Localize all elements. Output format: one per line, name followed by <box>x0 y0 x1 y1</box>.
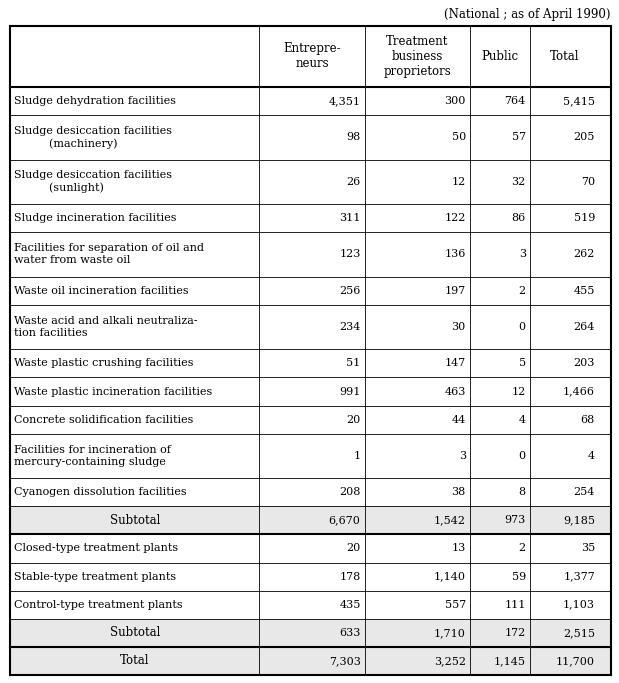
Text: 12: 12 <box>512 387 526 397</box>
Text: 51: 51 <box>347 359 361 368</box>
Text: Cyanogen dissolution facilities: Cyanogen dissolution facilities <box>14 487 186 497</box>
Text: Sludge desiccation facilities
          (sunlight): Sludge desiccation facilities (sunlight) <box>14 171 172 193</box>
Text: Control-type treatment plants: Control-type treatment plants <box>14 600 183 610</box>
Text: Sludge dehydration facilities: Sludge dehydration facilities <box>14 96 176 106</box>
Text: 32: 32 <box>512 177 526 187</box>
Text: 30: 30 <box>451 322 465 332</box>
Text: Facilities for incineration of
mercury-containing sludge: Facilities for incineration of mercury-c… <box>14 445 171 467</box>
Text: 0: 0 <box>519 322 526 332</box>
Text: 254: 254 <box>574 487 595 497</box>
Text: 519: 519 <box>574 213 595 223</box>
Text: 7,303: 7,303 <box>329 656 361 666</box>
Text: 435: 435 <box>339 600 361 610</box>
Text: 300: 300 <box>444 96 465 106</box>
Text: 57: 57 <box>512 133 526 142</box>
Text: 136: 136 <box>444 249 465 260</box>
Text: 11,700: 11,700 <box>556 656 595 666</box>
Text: Treatment
business
proprietors: Treatment business proprietors <box>383 35 451 78</box>
Text: 264: 264 <box>574 322 595 332</box>
Text: Total: Total <box>120 654 149 667</box>
Text: 262: 262 <box>574 249 595 260</box>
Text: Waste plastic crushing facilities: Waste plastic crushing facilities <box>14 359 194 368</box>
Text: 38: 38 <box>451 487 465 497</box>
Bar <box>10 506 611 534</box>
Text: Subtotal: Subtotal <box>110 514 160 527</box>
Bar <box>10 619 611 647</box>
Text: 44: 44 <box>451 415 465 425</box>
Text: Facilities for separation of oil and
water from waste oil: Facilities for separation of oil and wat… <box>14 243 204 266</box>
Text: 172: 172 <box>504 628 526 638</box>
Text: 5,415: 5,415 <box>563 96 595 106</box>
Text: 20: 20 <box>347 415 361 425</box>
Text: 1: 1 <box>353 451 361 461</box>
Text: 4: 4 <box>519 415 526 425</box>
Text: 13: 13 <box>451 544 465 553</box>
Text: 8: 8 <box>519 487 526 497</box>
Text: 1,103: 1,103 <box>563 600 595 610</box>
Text: 70: 70 <box>581 177 595 187</box>
Text: 6,670: 6,670 <box>329 516 361 525</box>
Text: 463: 463 <box>444 387 465 397</box>
Text: 111: 111 <box>504 600 526 610</box>
Text: Public: Public <box>481 50 518 63</box>
Text: Stable-type treatment plants: Stable-type treatment plants <box>14 572 176 582</box>
Text: 147: 147 <box>444 359 465 368</box>
Text: 1,145: 1,145 <box>494 656 526 666</box>
Text: 86: 86 <box>512 213 526 223</box>
Text: Waste acid and alkali neutraliza-
tion facilities: Waste acid and alkali neutraliza- tion f… <box>14 316 197 338</box>
Text: 3: 3 <box>459 451 465 461</box>
Text: 35: 35 <box>581 544 595 553</box>
Text: 68: 68 <box>581 415 595 425</box>
Text: Closed-type treatment plants: Closed-type treatment plants <box>14 544 178 553</box>
Text: 178: 178 <box>339 572 361 582</box>
Text: 991: 991 <box>339 387 361 397</box>
Text: 122: 122 <box>444 213 465 223</box>
Text: 3: 3 <box>519 249 526 260</box>
Text: 557: 557 <box>444 600 465 610</box>
Text: 4,351: 4,351 <box>329 96 361 106</box>
Text: Concrete solidification facilities: Concrete solidification facilities <box>14 415 193 425</box>
Text: Entrepre-
neurs: Entrepre- neurs <box>283 42 341 70</box>
Text: 1,377: 1,377 <box>563 572 595 582</box>
Text: 2,515: 2,515 <box>563 628 595 638</box>
Text: 1,466: 1,466 <box>563 387 595 397</box>
Text: 764: 764 <box>504 96 526 106</box>
Text: 208: 208 <box>339 487 361 497</box>
Text: Waste oil incineration facilities: Waste oil incineration facilities <box>14 285 189 296</box>
Text: 2: 2 <box>519 544 526 553</box>
Text: 311: 311 <box>339 213 361 223</box>
Text: 234: 234 <box>339 322 361 332</box>
Text: 5: 5 <box>519 359 526 368</box>
Text: 4: 4 <box>588 451 595 461</box>
Text: (National ; as of April 1990): (National ; as of April 1990) <box>444 8 611 21</box>
Text: Sludge desiccation facilities
          (machinery): Sludge desiccation facilities (machinery… <box>14 126 172 149</box>
Text: 2: 2 <box>519 285 526 296</box>
Text: 197: 197 <box>444 285 465 296</box>
Text: 12: 12 <box>451 177 465 187</box>
Text: 0: 0 <box>519 451 526 461</box>
Text: 26: 26 <box>347 177 361 187</box>
Text: 98: 98 <box>347 133 361 142</box>
Text: 205: 205 <box>574 133 595 142</box>
Text: 1,542: 1,542 <box>434 516 465 525</box>
Text: Sludge incineration facilities: Sludge incineration facilities <box>14 213 176 223</box>
Text: 256: 256 <box>339 285 361 296</box>
Text: 20: 20 <box>347 544 361 553</box>
Text: 123: 123 <box>339 249 361 260</box>
Text: 9,185: 9,185 <box>563 516 595 525</box>
Text: 455: 455 <box>574 285 595 296</box>
Text: 203: 203 <box>574 359 595 368</box>
Text: 973: 973 <box>504 516 526 525</box>
Text: Subtotal: Subtotal <box>110 626 160 639</box>
Text: 3,252: 3,252 <box>434 656 465 666</box>
Text: Total: Total <box>550 50 579 63</box>
Text: 1,140: 1,140 <box>434 572 465 582</box>
Text: 50: 50 <box>451 133 465 142</box>
Text: 633: 633 <box>339 628 361 638</box>
Bar <box>10 647 611 675</box>
Text: 1,710: 1,710 <box>434 628 465 638</box>
Text: 59: 59 <box>512 572 526 582</box>
Text: Waste plastic incineration facilities: Waste plastic incineration facilities <box>14 387 212 397</box>
